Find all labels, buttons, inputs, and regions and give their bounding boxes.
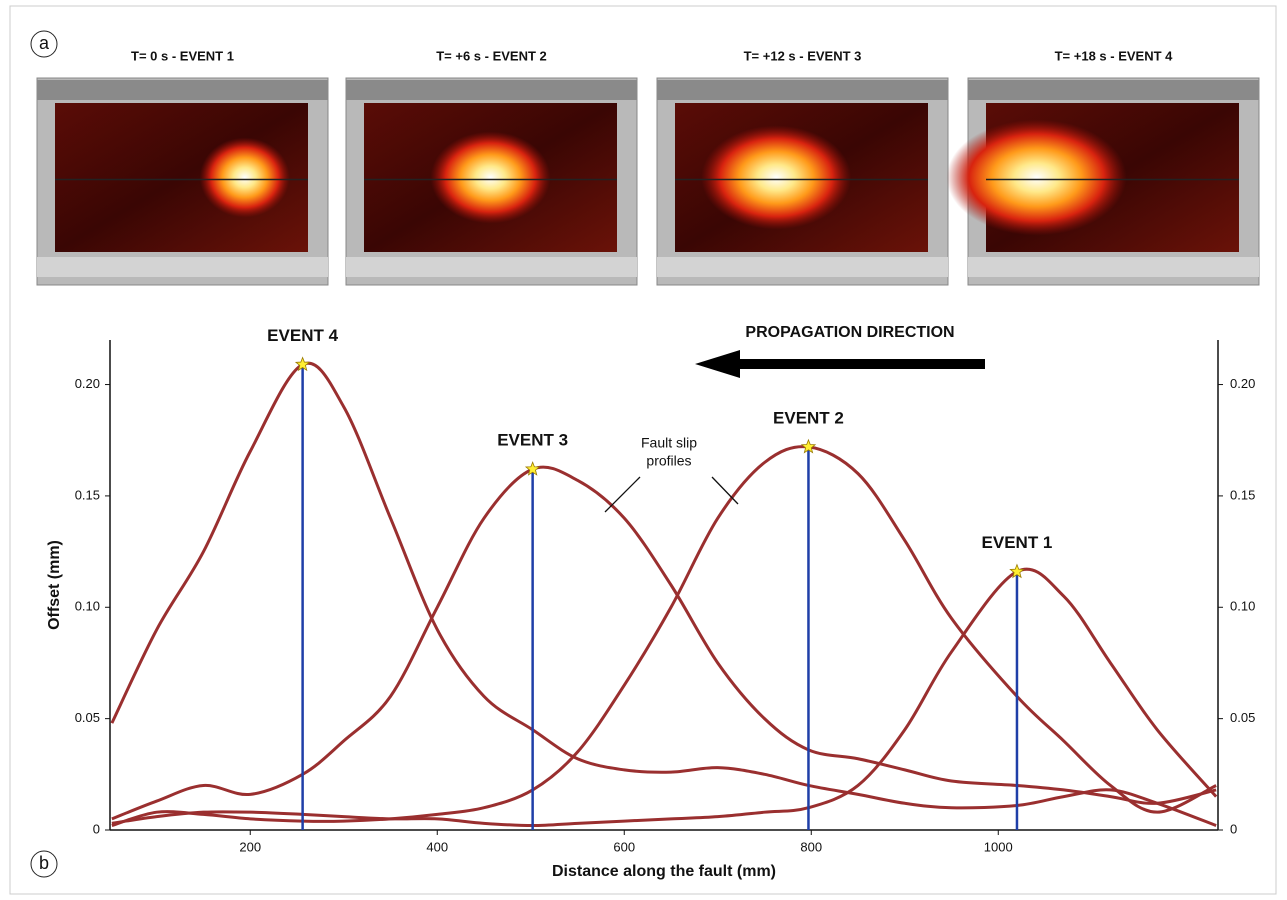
- y-axis-label: Offset (mm): [46, 540, 63, 630]
- x-tick-label: 600: [613, 839, 635, 854]
- annotation-leader: [711, 476, 739, 505]
- y-tick-label: 0.15: [75, 487, 100, 502]
- image-bar: [657, 80, 948, 100]
- heatmap-glow: [430, 131, 551, 224]
- y2-tick-label: 0.15: [1230, 487, 1255, 502]
- panel-label-circle: [30, 30, 58, 58]
- x-axis-label: Distance along the fault (mm): [552, 863, 776, 880]
- y2-tick-label: 0.10: [1230, 599, 1255, 614]
- peak-star: [800, 438, 817, 454]
- image-bar: [346, 257, 637, 277]
- annotation: profiles: [646, 453, 691, 469]
- y-tick-label: 0.20: [75, 376, 100, 391]
- y2-tick-label: 0.05: [1230, 710, 1255, 725]
- x-tick-label: 1000: [984, 839, 1013, 854]
- event-label: EVENT 3: [497, 431, 568, 450]
- image-bar: [657, 257, 948, 277]
- image-bar: [37, 257, 328, 277]
- panel-label-circle: [30, 850, 58, 878]
- x-tick-label: 800: [800, 839, 822, 854]
- y-tick-label: 0: [93, 821, 100, 836]
- image-title: T= +18 s - EVENT 4: [1055, 48, 1174, 63]
- image-panel: T= 0 s - EVENT 1 T= +6 s - EVENT 2 T= +12 …: [36, 48, 1260, 286]
- annotation-leader: [604, 476, 641, 513]
- event-label: EVENT 4: [267, 326, 338, 345]
- peak-star: [524, 461, 541, 476]
- direction-arrow: [695, 350, 985, 378]
- image-title: T= +6 s - EVENT 2: [436, 48, 547, 63]
- panel-label: b: [39, 853, 49, 873]
- x-tick-label: 400: [426, 839, 448, 854]
- heatmap-glow: [946, 119, 1127, 236]
- image-bar: [346, 80, 637, 100]
- y-tick-label: 0.05: [75, 710, 100, 725]
- y2-tick-label: 0.20: [1230, 376, 1255, 391]
- slip-profile: [110, 361, 1217, 827]
- heatmap-glow: [701, 125, 852, 230]
- image-bar: [37, 80, 328, 100]
- x-tick-label: 200: [239, 839, 261, 854]
- peak-star: [294, 356, 311, 372]
- panel-label: a: [39, 33, 50, 53]
- annotation: Fault slip: [641, 435, 697, 451]
- direction-label: PROPAGATION DIRECTION: [745, 324, 954, 341]
- y-tick-label: 0.10: [75, 599, 100, 614]
- image-title: T= 0 s - EVENT 1: [131, 48, 234, 63]
- image-bar: [968, 80, 1259, 100]
- event-label: EVENT 1: [982, 533, 1053, 552]
- chart: 0 0 0.05 0.05 0.10 0.10 0.15 0.15 0.20 0.20 200 400…: [46, 324, 1255, 880]
- y2-tick-label: 0: [1230, 821, 1237, 836]
- image-bar: [968, 257, 1259, 277]
- figure-border: [9, 5, 1277, 895]
- peak-star: [1009, 563, 1025, 579]
- heatmap-glow: [199, 137, 290, 218]
- slip-profile: [111, 465, 1217, 821]
- slip-profile: [111, 445, 1217, 827]
- image-title: T= +12 s - EVENT 3: [744, 48, 862, 63]
- event-label: EVENT 2: [773, 408, 844, 427]
